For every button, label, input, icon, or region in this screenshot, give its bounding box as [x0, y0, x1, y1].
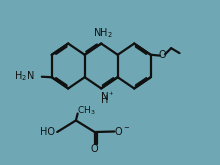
- Text: O: O: [159, 50, 166, 60]
- Text: N: N: [101, 92, 108, 102]
- Text: HO: HO: [40, 127, 55, 136]
- Text: $^+$: $^+$: [107, 91, 114, 99]
- Text: O: O: [91, 144, 98, 154]
- Text: H$_2$N: H$_2$N: [14, 69, 34, 83]
- Text: H: H: [101, 95, 108, 105]
- Text: CH$_3$: CH$_3$: [77, 105, 96, 117]
- Text: O$^-$: O$^-$: [114, 125, 131, 137]
- Text: NH$_2$: NH$_2$: [94, 26, 113, 40]
